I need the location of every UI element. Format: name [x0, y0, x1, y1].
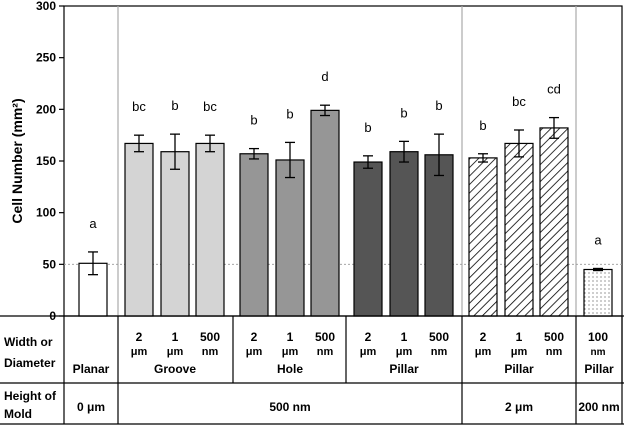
row-label-width-line1: Width or	[4, 335, 53, 349]
size-value-13: 100	[588, 330, 608, 344]
bar-4	[239, 153, 269, 317]
group-label-2: Hole	[277, 362, 303, 376]
bar-9	[424, 154, 454, 317]
size-unit-1: μm	[131, 346, 148, 358]
height-label-1: 500 nm	[269, 400, 310, 414]
y-tick-label: 100	[36, 206, 56, 220]
size-value-10: 2	[480, 330, 487, 344]
size-value-12: 500	[544, 330, 564, 344]
group-label-0: Planar	[73, 362, 110, 376]
bar-6	[310, 109, 340, 317]
significance-letter-11: bc	[512, 94, 526, 109]
size-value-11: 1	[516, 330, 523, 344]
significance-letter-6: d	[321, 69, 328, 84]
size-unit-11: μm	[511, 346, 528, 358]
significance-letter-8: b	[400, 105, 407, 120]
significance-letter-12: cd	[547, 82, 561, 97]
size-value-7: 2	[365, 330, 372, 344]
y-tick-label: 250	[36, 51, 56, 65]
y-axis-label: Cell Number (mm²)	[9, 98, 25, 223]
size-unit-13: nm	[591, 347, 606, 358]
size-value-6: 500	[315, 330, 335, 344]
height-label-0: 0 μm	[77, 400, 105, 414]
size-unit-5: μm	[282, 346, 299, 358]
significance-letter-3: bc	[203, 99, 217, 114]
size-unit-2: μm	[167, 346, 184, 358]
size-value-3: 500	[200, 330, 220, 344]
group-label-5: Pillar	[584, 362, 614, 376]
size-unit-3: nm	[202, 346, 219, 358]
size-unit-7: μm	[360, 346, 377, 358]
size-unit-8: μm	[396, 346, 413, 358]
significance-letter-2: b	[171, 98, 178, 113]
size-unit-9: nm	[431, 346, 448, 358]
significance-letter-10: b	[479, 118, 486, 133]
size-unit-12: nm	[546, 346, 563, 358]
size-value-5: 1	[287, 330, 294, 344]
row-label-width-line2: Diameter	[4, 356, 56, 370]
group-label-4: Pillar	[504, 362, 534, 376]
y-tick-label: 150	[36, 154, 56, 168]
size-value-8: 1	[401, 330, 408, 344]
size-unit-10: μm	[475, 346, 492, 358]
significance-letter-9: b	[435, 98, 442, 113]
y-tick-label: 300	[36, 0, 56, 13]
size-value-2: 1	[172, 330, 179, 344]
group-label-1: Groove	[154, 362, 196, 376]
bar-3	[195, 142, 225, 317]
significance-letter-5: b	[286, 106, 293, 121]
row-label-height-line2: Mold	[4, 407, 32, 421]
significance-letter-4: b	[250, 113, 257, 128]
size-unit-4: μm	[246, 346, 263, 358]
y-tick-label: 200	[36, 102, 56, 116]
bar-10	[468, 157, 498, 317]
bar-1	[124, 142, 154, 317]
size-value-4: 2	[251, 330, 258, 344]
size-value-1: 2	[136, 330, 143, 344]
bar-13	[583, 268, 613, 317]
bar-8	[389, 151, 419, 317]
size-value-9: 500	[429, 330, 449, 344]
significance-letter-1: bc	[132, 99, 146, 114]
bar-2	[160, 151, 190, 317]
group-label-3: Pillar	[389, 362, 419, 376]
significance-letter-13: a	[594, 232, 602, 247]
bar-11	[504, 142, 534, 317]
height-label-2: 2 μm	[505, 400, 533, 414]
row-label-height-line1: Height of	[4, 389, 57, 403]
height-label-3: 200 nm	[578, 400, 619, 414]
size-unit-6: nm	[317, 346, 334, 358]
bar-7	[353, 161, 383, 317]
significance-letter-0: a	[89, 216, 97, 231]
y-tick-label: 50	[43, 257, 57, 271]
condition-table: Width or Diameter Height of Mold 2 μm 1 μm 500 nm…	[0, 315, 624, 425]
bar-5	[275, 159, 305, 317]
bar-12	[539, 127, 569, 317]
significance-letter-7: b	[364, 120, 371, 135]
